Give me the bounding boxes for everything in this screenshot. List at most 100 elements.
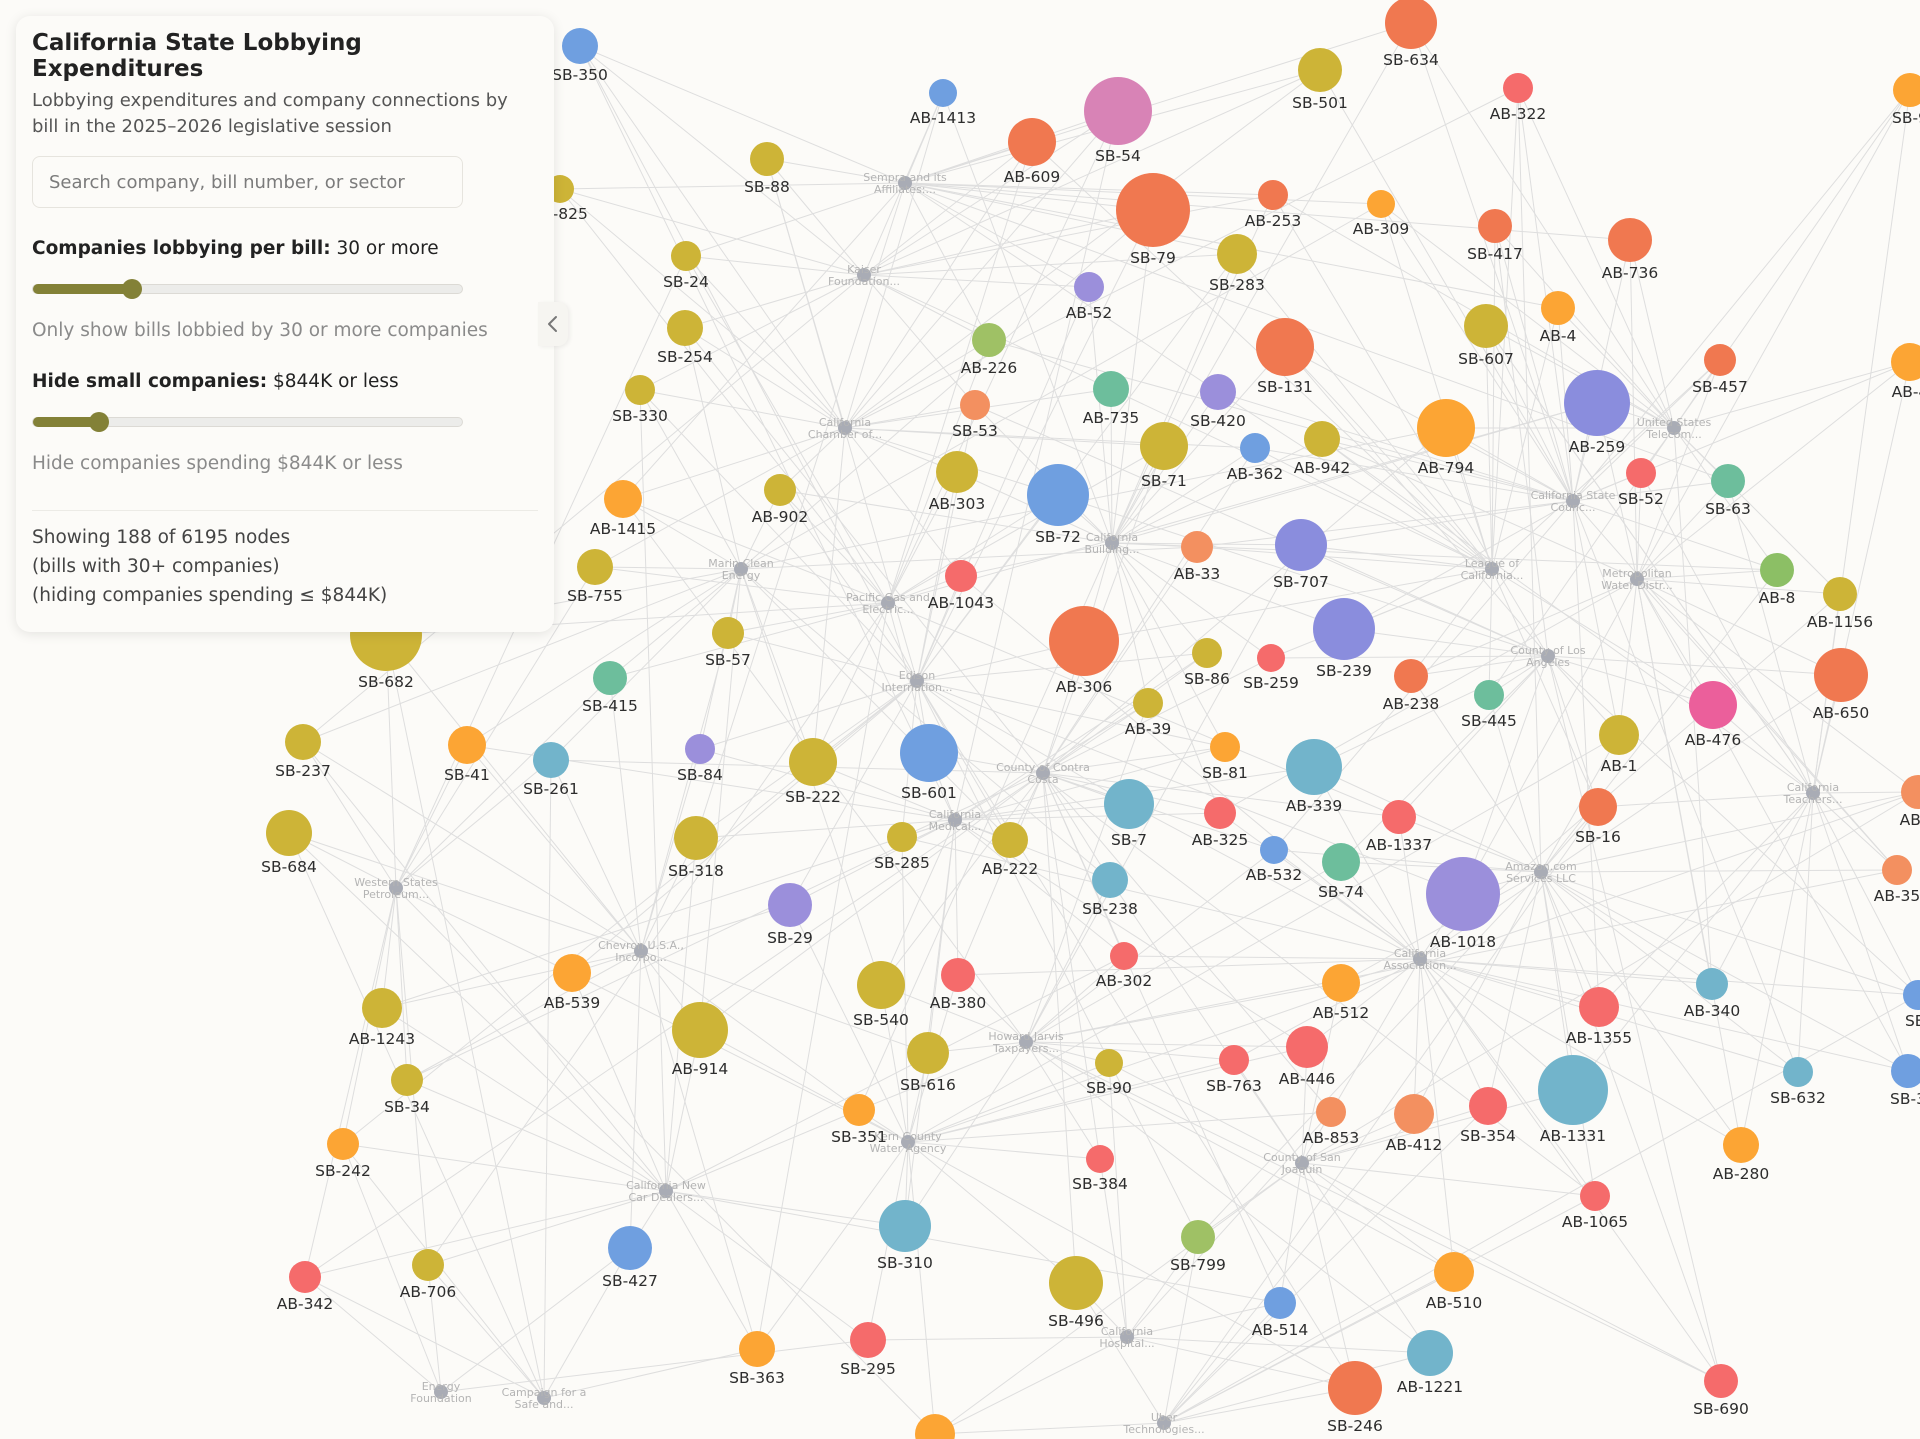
bill-node-circle[interactable]: [667, 310, 703, 346]
bill-node-circle[interactable]: [1286, 739, 1342, 795]
bill-node-circle[interactable]: [1140, 422, 1188, 470]
bill-node-circle[interactable]: [1474, 680, 1504, 710]
bill-node[interactable]: SB-354: [1460, 1087, 1516, 1145]
company-node[interactable]: CaliforniaTeachers...: [1783, 781, 1843, 806]
company-node-dot[interactable]: [1806, 786, 1820, 800]
bill-node-circle[interactable]: [936, 451, 978, 493]
bill-node-circle[interactable]: [1689, 681, 1737, 729]
bill-node[interactable]: SB-9: [1892, 73, 1920, 127]
bill-node[interactable]: AB-4: [1891, 343, 1920, 401]
bill-node[interactable]: AB-476: [1685, 681, 1741, 749]
bill-node-circle[interactable]: [764, 474, 796, 506]
bill-node[interactable]: SB-501: [1292, 48, 1348, 112]
bill-node-circle[interactable]: [1092, 862, 1128, 898]
bill-node-circle[interactable]: [1328, 1361, 1382, 1415]
search-input[interactable]: [32, 156, 463, 208]
bill-node[interactable]: SB-261: [523, 742, 579, 798]
slider-handle[interactable]: [89, 412, 110, 432]
bill-node[interactable]: SB-607: [1458, 304, 1514, 368]
bill-node-circle[interactable]: [1723, 1127, 1759, 1163]
company-node-dot[interactable]: [537, 1391, 551, 1405]
bill-node-circle[interactable]: [1823, 577, 1857, 611]
bill-node[interactable]: AB-446: [1279, 1026, 1335, 1088]
bill-node[interactable]: AB-362: [1227, 433, 1283, 483]
company-node-dot[interactable]: [1485, 562, 1499, 576]
company-node-dot[interactable]: [901, 1135, 915, 1149]
company-node[interactable]: CaliforniaAssociation...: [1383, 947, 1456, 972]
bill-node[interactable]: AB-39: [1125, 688, 1172, 738]
bill-node[interactable]: SB-310: [877, 1200, 933, 1272]
bill-node[interactable]: AB-280: [1713, 1127, 1769, 1183]
bill-node[interactable]: AB-238: [1383, 659, 1439, 713]
bill-node-circle[interactable]: [1313, 598, 1375, 660]
bill-node-circle[interactable]: [1181, 531, 1213, 563]
bill-node[interactable]: SB-7: [1104, 779, 1154, 849]
bill-node[interactable]: SB-283: [1209, 234, 1265, 294]
bill-node-circle[interactable]: [1580, 1181, 1610, 1211]
bill-node-circle[interactable]: [1760, 553, 1794, 587]
bill-node[interactable]: AB-1018: [1426, 857, 1500, 951]
company-node-dot[interactable]: [881, 596, 895, 610]
bill-node[interactable]: AB-309: [1353, 190, 1409, 238]
bill-node[interactable]: SB-237: [275, 724, 331, 780]
company-node[interactable]: Howard JarvisTaxpayers...: [988, 1030, 1064, 1055]
bill-node[interactable]: AB-706: [400, 1249, 456, 1301]
bill-node[interactable]: AB-325: [1192, 797, 1248, 849]
bill-node-circle[interactable]: [1599, 715, 1639, 755]
bill-node-circle[interactable]: [327, 1128, 359, 1160]
bill-node-circle[interactable]: [1275, 519, 1327, 571]
bill-node[interactable]: AB-736: [1602, 218, 1658, 282]
bill-node[interactable]: AB-8: [1759, 553, 1796, 607]
bill-node-circle[interactable]: [1084, 77, 1152, 145]
companies-per-bill-slider[interactable]: [32, 279, 463, 299]
company-node[interactable]: League ofCalifornia...: [1461, 557, 1524, 582]
bill-node-circle[interactable]: [857, 961, 905, 1009]
bill-node-circle[interactable]: [608, 1226, 652, 1270]
bill-node[interactable]: AB-1243: [349, 988, 415, 1048]
bill-node-circle[interactable]: [1204, 797, 1236, 829]
bill-node[interactable]: AB-510: [1426, 1252, 1482, 1312]
company-node-dot[interactable]: [1413, 952, 1427, 966]
bill-node-circle[interactable]: [1304, 421, 1340, 457]
bill-node[interactable]: AB-1: [1900, 775, 1920, 829]
bill-node[interactable]: SB-29: [767, 883, 813, 947]
bill-node-circle[interactable]: [1116, 173, 1190, 247]
bill-node[interactable]: SB-417: [1467, 209, 1523, 263]
bill-node[interactable]: SB-41: [444, 726, 490, 784]
bill-node-circle[interactable]: [1258, 180, 1288, 210]
bill-node[interactable]: SB-540: [853, 961, 909, 1029]
company-node[interactable]: United StatesTelecom...: [1637, 416, 1712, 441]
bill-node-circle[interactable]: [1049, 1256, 1103, 1310]
bill-node-circle[interactable]: [1464, 304, 1508, 348]
bill-node-circle[interactable]: [945, 560, 977, 592]
bill-node[interactable]: SB-79: [1116, 173, 1190, 267]
bill-node-circle[interactable]: [1322, 843, 1360, 881]
bill-node[interactable]: AB-539: [544, 954, 600, 1012]
bill-node[interactable]: AB-1221: [1397, 1330, 1463, 1396]
company-node-dot[interactable]: [1157, 1416, 1171, 1430]
bill-node-circle[interactable]: [1469, 1087, 1507, 1125]
bill-node[interactable]: AB-226: [961, 323, 1017, 377]
bill-node-circle[interactable]: [1008, 118, 1056, 166]
bill-node-circle[interactable]: [1814, 648, 1868, 702]
bill-node[interactable]: AB-33: [1174, 531, 1221, 583]
bill-node[interactable]: SB-54: [1084, 77, 1152, 165]
bill-node-circle[interactable]: [850, 1322, 886, 1358]
bill-node-circle[interactable]: [789, 738, 837, 786]
bill-node-circle[interactable]: [1783, 1057, 1813, 1087]
bill-node-circle[interactable]: [1256, 318, 1314, 376]
bill-node[interactable]: AB-512: [1313, 964, 1369, 1022]
bill-node[interactable]: AB-1156: [1807, 577, 1873, 631]
bill-node[interactable]: AB-914: [672, 1002, 728, 1078]
bill-node-circle[interactable]: [1264, 1287, 1296, 1319]
bill-node-circle[interactable]: [750, 142, 784, 176]
bill-node-circle[interactable]: [671, 241, 701, 271]
bill-node[interactable]: SB-632: [1770, 1057, 1826, 1107]
bill-node-circle[interactable]: [1426, 857, 1500, 931]
bill-node[interactable]: SB-295: [840, 1322, 896, 1378]
